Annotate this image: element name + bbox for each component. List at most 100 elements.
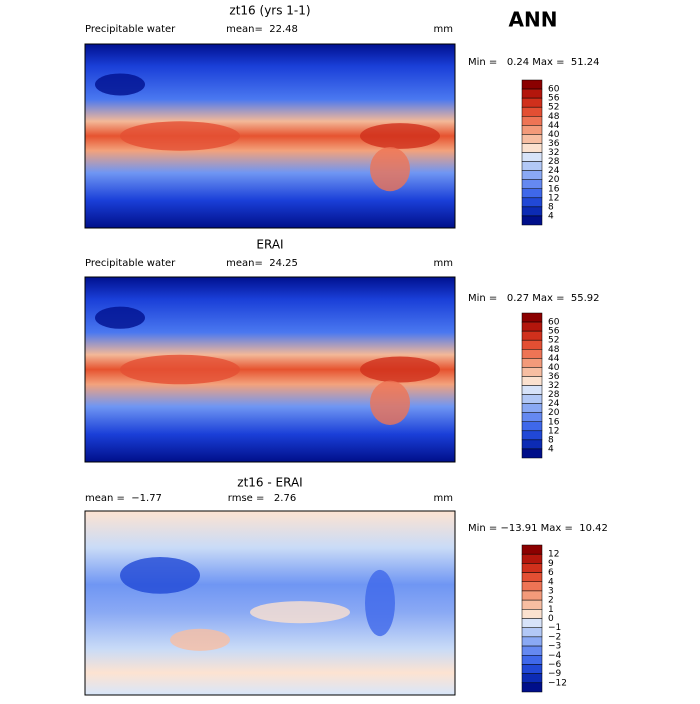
panel-title: zt16 (yrs 1-1) (229, 4, 310, 18)
colorbar-box (521, 321, 543, 332)
colorbar-label: −12 (548, 678, 567, 688)
colorbar-box (521, 106, 543, 117)
panel-title: ERAI (256, 238, 283, 252)
colorbar-label: 20 (548, 175, 560, 185)
colorbar-label: 8 (548, 435, 554, 445)
colorbar-box (521, 197, 543, 208)
colorbar-box (521, 215, 543, 226)
panel-units: mm (434, 258, 453, 269)
colorbar-box (521, 599, 543, 610)
range-text: Min = −13.91 Max = 10.42 (468, 523, 608, 534)
colorbar-label: 12 (548, 550, 559, 560)
colorbar-label: 44 (548, 121, 560, 131)
colorbar-box (521, 206, 543, 217)
colorbar-label: 3 (548, 586, 554, 596)
colorbar-box (521, 655, 543, 665)
panel-units: mm (434, 24, 453, 35)
colorbar-box (521, 439, 543, 450)
colorbar-label: 12 (548, 193, 559, 203)
colorbar-label: 16 (548, 417, 560, 427)
colorbar-box (521, 627, 543, 638)
colorbar-box (521, 682, 543, 693)
colorbar-box (521, 116, 543, 126)
colorbar-box (521, 88, 543, 99)
colorbar-box (521, 152, 543, 162)
map-feature (120, 557, 200, 594)
colorbar-box (521, 339, 543, 350)
panel-title: zt16 - ERAI (237, 476, 302, 490)
colorbar-label: 0 (548, 614, 554, 624)
colorbar-box (521, 572, 543, 582)
map-frame (84, 43, 456, 229)
colorbar-box (521, 664, 543, 674)
colorbar-label: 16 (548, 184, 560, 194)
map-feature (95, 73, 145, 96)
range-text: Min = 0.24 Max = 51.24 (468, 57, 600, 68)
colorbar-label: 60 (548, 85, 560, 95)
colorbar-box (521, 394, 543, 404)
colorbar-box (521, 412, 543, 422)
colorbar-label: 48 (548, 112, 560, 122)
colorbar-box (521, 161, 543, 171)
colorbar-box (521, 563, 543, 573)
colorbar-label: −3 (548, 642, 561, 652)
colorbar-box (521, 544, 543, 555)
colorbar-box (521, 376, 543, 386)
colorbar-box (521, 349, 543, 359)
colorbar-label: 12 (548, 426, 559, 436)
panel-stat: mean= 22.48 (226, 24, 298, 35)
colorbar-box (521, 645, 543, 656)
map-feature (250, 601, 350, 624)
panel-left-label: Precipitable water (85, 258, 176, 269)
colorbar-box (521, 79, 543, 90)
panel-left-label: mean = −1.77 (85, 493, 162, 504)
colorbar-label: 8 (548, 202, 554, 212)
colorbar-label: 52 (548, 103, 559, 113)
panel-left-label: Precipitable water (85, 24, 176, 35)
map-feature (120, 354, 240, 385)
colorbar-box (521, 618, 543, 628)
colorbar-box (521, 609, 543, 619)
colorbar-label: −6 (548, 660, 562, 670)
colorbar-label: 56 (548, 327, 560, 337)
colorbar-label: 20 (548, 408, 560, 418)
colorbar-box (521, 553, 543, 564)
colorbar-box (521, 179, 543, 189)
colorbar-label: 44 (548, 354, 560, 364)
colorbar-box (521, 581, 543, 592)
colorbar-box (521, 421, 543, 432)
panel-units: mm (434, 493, 453, 504)
colorbar-label: 2 (548, 596, 554, 606)
map-field (85, 511, 455, 695)
colorbar-label: −9 (548, 669, 562, 679)
colorbar-box (521, 330, 543, 341)
colorbar-box (521, 385, 543, 395)
colorbar-box (521, 312, 543, 323)
colorbar-label: 4 (548, 444, 554, 454)
colorbar-label: 9 (548, 559, 554, 569)
figure-title: ANN (509, 8, 558, 32)
map-frame (84, 510, 456, 696)
colorbar-box (521, 367, 543, 377)
colorbar-label: 4 (548, 211, 554, 221)
colorbar-box (521, 134, 543, 144)
colorbar-label: 48 (548, 345, 560, 355)
colorbar-label: −2 (548, 632, 561, 642)
colorbar-box (521, 358, 543, 368)
map-feature (370, 380, 410, 425)
map-frame (84, 276, 456, 463)
colorbar-box (521, 125, 543, 135)
colorbar-box (521, 97, 543, 108)
colorbar-box (521, 188, 543, 199)
panel-stat: rmse = 2.76 (228, 493, 296, 504)
colorbar-label: 36 (548, 372, 560, 382)
colorbar-label: 40 (548, 363, 560, 373)
colorbar-label: 52 (548, 336, 559, 346)
colorbar-label: 24 (548, 166, 560, 176)
colorbar-box (521, 143, 543, 153)
map-feature (95, 306, 145, 329)
panel-stat: mean= 24.25 (226, 258, 298, 269)
map-feature (120, 121, 240, 151)
colorbar-label: 32 (548, 381, 559, 391)
colorbar-box (521, 636, 543, 647)
